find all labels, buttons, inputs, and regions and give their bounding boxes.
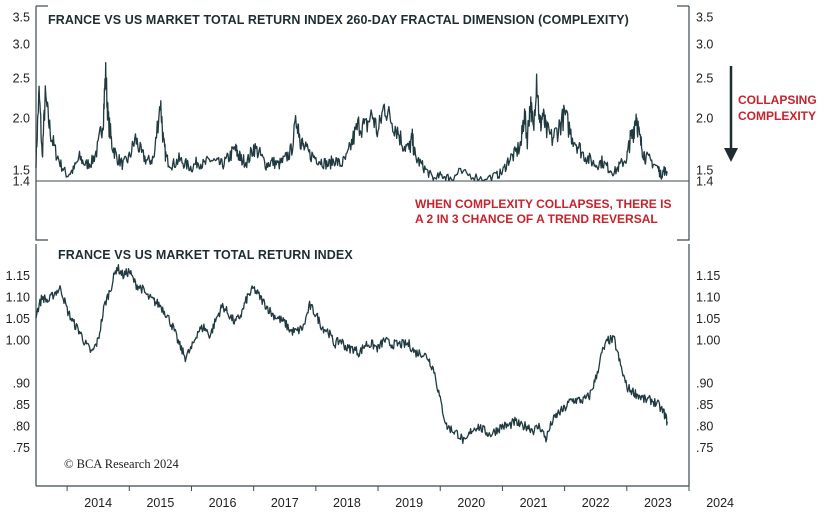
bottom-panel-frame — [35, 244, 690, 487]
x-tick-label: 2019 — [395, 496, 423, 510]
top-y-tick-label: 3.0 — [696, 38, 713, 52]
bottom-y-tick-label: 1.00 — [696, 334, 720, 348]
top-panel-frame — [35, 5, 690, 241]
bottom-y-axis-left: 1.15 1.10 1.05 1.00 .90 .85 .80 .75 — [6, 269, 30, 455]
copyright-text: © BCA Research 2024 — [64, 457, 179, 471]
bottom-y-tick-label: .90 — [696, 377, 713, 391]
down-arrow-icon — [724, 148, 738, 162]
bottom-y-tick-label: .85 — [696, 398, 713, 412]
top-y-tick-label: 1.5 — [13, 164, 30, 178]
top-y-tick-label: 1.4 — [13, 175, 30, 189]
bottom-y-tick-label: 1.15 — [696, 269, 720, 283]
top-y-tick-label: 1.4 — [696, 175, 713, 189]
arrow-annotation-line-2: COMPLEXITY — [738, 109, 816, 123]
bottom-chart-title: FRANCE VS US MARKET TOTAL RETURN INDEX — [58, 248, 353, 262]
x-tick-label: 2015 — [146, 496, 174, 510]
top-y-axis-left: 3.5 3.0 2.5 2.0 1.51.4 — [13, 11, 30, 189]
bottom-y-axis-right: 1.15 1.10 1.05 1.00 .90 .85 .80 .75 — [696, 269, 720, 455]
x-tick-label: 2016 — [209, 496, 237, 510]
top-y-tick-label: 2.0 — [13, 112, 30, 126]
bottom-y-tick-label: .85 — [13, 398, 30, 412]
bottom-y-tick-label: 1.00 — [6, 334, 30, 348]
total-return-index-line — [35, 264, 668, 445]
note-line-1: WHEN COMPLEXITY COLLAPSES, THERE IS — [415, 197, 671, 211]
bottom-y-tick-label: 1.05 — [6, 312, 30, 326]
x-tick-label: 2021 — [520, 496, 548, 510]
top-y-tick-label: 1.5 — [696, 164, 713, 178]
top-y-axis-right: 3.5 3.0 2.5 2.0 1.51.4 — [696, 11, 713, 189]
bottom-y-tick-label: .80 — [696, 420, 713, 434]
note-line-2: A 2 IN 3 CHANCE OF A TREND REVERSAL — [415, 212, 658, 226]
x-axis: 2014 2015 2016 2017 2018 2019 2020 2021 2022 2023… — [66, 486, 734, 510]
top-y-tick-label: 2.0 — [696, 112, 713, 126]
top-chart-title: FRANCE VS US MARKET TOTAL RETURN INDEX 2… — [48, 13, 629, 27]
trend-reversal-note: WHEN COMPLEXITY COLLAPSES, THERE IS A 2 … — [415, 197, 671, 226]
bottom-y-tick-label: .80 — [13, 420, 30, 434]
collapsing-complexity-annotation: COLLAPSING COMPLEXITY — [724, 66, 817, 162]
bottom-y-tick-label: 1.15 — [6, 269, 30, 283]
bottom-y-tick-label: 1.10 — [696, 291, 720, 305]
x-tick-label: 2023 — [644, 496, 672, 510]
fractal-dimension-line — [35, 61, 668, 182]
top-y-tick-label: 3.5 — [696, 11, 713, 25]
top-y-tick-label: 2.5 — [696, 72, 713, 86]
arrow-annotation-line-1: COLLAPSING — [738, 93, 817, 107]
x-tick-label: 2018 — [333, 496, 361, 510]
x-tick-label: 2022 — [582, 496, 610, 510]
top-y-tick-label: 2.5 — [13, 72, 30, 86]
x-tick-label: 2014 — [84, 496, 112, 510]
x-tick-label: 2020 — [457, 496, 485, 510]
bottom-y-tick-label: .75 — [696, 441, 713, 455]
top-y-tick-label: 3.5 — [13, 11, 30, 25]
bottom-y-tick-label: .90 — [13, 377, 30, 391]
bottom-y-tick-label: 1.10 — [6, 291, 30, 305]
x-tick-label: 2024 — [706, 496, 734, 510]
bottom-y-tick-label: .75 — [13, 441, 30, 455]
bottom-y-tick-label: 1.05 — [696, 312, 720, 326]
top-y-tick-label: 3.0 — [13, 38, 30, 52]
x-tick-label: 2017 — [271, 496, 299, 510]
